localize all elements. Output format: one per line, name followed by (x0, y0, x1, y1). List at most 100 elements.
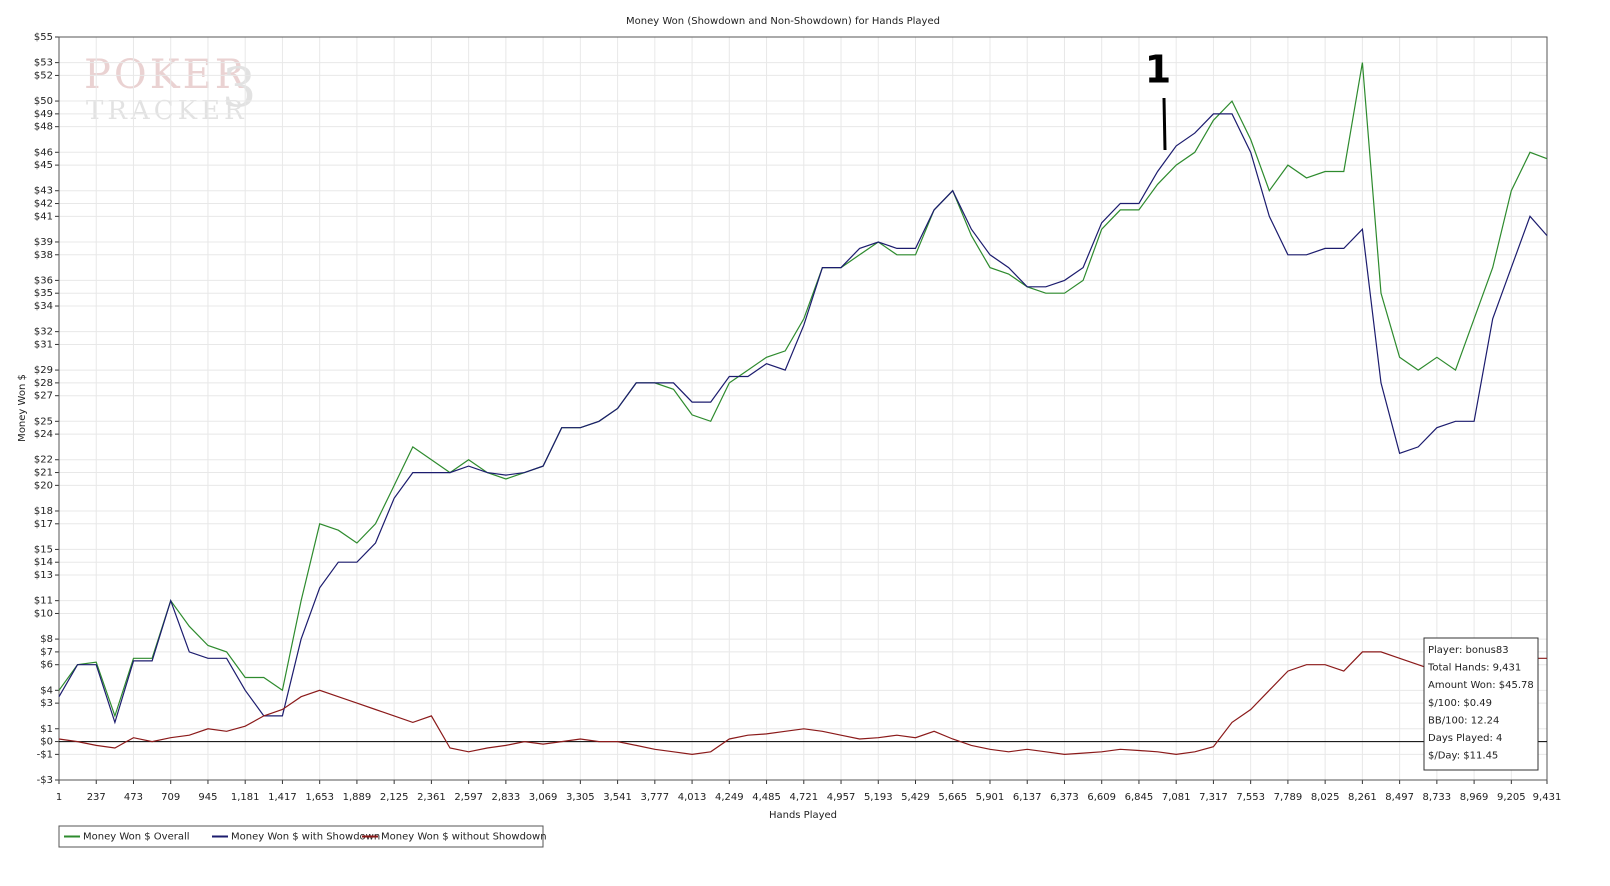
plot-frame (58, 36, 1548, 781)
y-tick-label: $42 (34, 199, 53, 210)
series-line (58, 62, 1548, 718)
x-axis-label: Hands Played (769, 810, 837, 821)
x-tick-label: 4,013 (678, 792, 707, 803)
x-tick-label: 9,205 (1497, 792, 1526, 803)
info-line: BB/100: 12.24 (1428, 715, 1499, 726)
x-tick-label: 4,721 (789, 792, 818, 803)
y-tick-label: $35 (34, 288, 53, 299)
x-tick-label: 5,665 (938, 792, 967, 803)
y-tick-label: $4 (40, 685, 53, 696)
y-tick-label: $53 (34, 58, 53, 69)
x-tick-label: 7,553 (1236, 792, 1265, 803)
y-tick-label: $50 (34, 96, 53, 107)
x-tick-label: 8,025 (1311, 792, 1340, 803)
y-tick-label: $43 (34, 186, 53, 197)
y-tick-label: $7 (40, 647, 53, 658)
info-line: $/100: $0.49 (1428, 698, 1492, 709)
chart-title: Money Won (Showdown and Non-Showdown) fo… (626, 16, 940, 27)
x-tick-label: 4,485 (752, 792, 781, 803)
y-tick-label: $38 (34, 250, 53, 261)
y-tick-label: -$1 (37, 749, 53, 760)
y-tick-label: $20 (34, 480, 53, 491)
x-tick-label: 4,957 (827, 792, 856, 803)
x-tick-label: 2,361 (417, 792, 446, 803)
x-tick-label: 6,137 (1013, 792, 1042, 803)
x-tick-label: 709 (161, 792, 180, 803)
x-tick-label: 237 (87, 792, 106, 803)
x-tick-label: 8,261 (1348, 792, 1377, 803)
x-tick-label: 2,833 (492, 792, 521, 803)
x-tick-label: 4,249 (715, 792, 744, 803)
x-tick-label: 6,609 (1087, 792, 1116, 803)
y-tick-label: $49 (34, 109, 53, 120)
x-tick-label: 7,081 (1162, 792, 1191, 803)
y-tick-label: $45 (34, 160, 53, 171)
x-tick-label: 3,777 (641, 792, 670, 803)
x-tick-label: 5,901 (976, 792, 1005, 803)
info-line: $/Day: $11.45 (1428, 751, 1498, 762)
x-tick-label: 6,845 (1125, 792, 1154, 803)
x-tick-label: 6,373 (1050, 792, 1079, 803)
y-tick-label: $22 (34, 455, 53, 466)
y-tick-label: $1 (40, 724, 53, 735)
legend-frame (58, 825, 544, 848)
x-tick-label: 8,733 (1423, 792, 1452, 803)
x-tick-label: 5,429 (901, 792, 930, 803)
x-tick-label: 9,431 (1533, 792, 1562, 803)
x-tick-label: 1,181 (231, 792, 260, 803)
y-tick-label: $3 (40, 698, 53, 709)
x-tick-label: 8,497 (1385, 792, 1414, 803)
info-box: Player: bonus83 Total Hands: 9,431 Amount … (1423, 637, 1539, 771)
y-tick-label: $18 (34, 506, 53, 517)
watermark-text: 3 (222, 56, 256, 119)
y-tick-label: $6 (40, 660, 53, 671)
y-tick-label: $39 (34, 237, 53, 248)
y-tick-label: $32 (34, 327, 53, 338)
series-line (58, 651, 1547, 756)
info-line: Player: bonus83 (1428, 645, 1509, 656)
series-line (58, 113, 1548, 725)
x-tick-label: 945 (198, 792, 217, 803)
x-tick-label: 1,653 (305, 792, 334, 803)
y-tick-label: $14 (34, 557, 53, 568)
x-tick-label: 3,305 (566, 792, 595, 803)
info-line: Days Played: 4 (1428, 733, 1502, 744)
x-tick-label: 3,069 (529, 792, 558, 803)
x-tick-label: 3,541 (603, 792, 632, 803)
y-tick-label: $27 (34, 391, 53, 402)
x-tick-label: 1 (56, 792, 62, 803)
y-tick-label: $52 (34, 70, 53, 81)
x-tick-label: 2,125 (380, 792, 409, 803)
x-tick-label: 473 (124, 792, 143, 803)
y-tick-label: $31 (34, 339, 53, 350)
y-tick-label: $17 (34, 519, 53, 530)
y-tick-label: $28 (34, 378, 53, 389)
legend: Money Won $ Overall Money Won $ with Show… (58, 825, 547, 848)
x-tick-label: 1,889 (343, 792, 372, 803)
y-tick-label: $15 (34, 544, 53, 555)
x-tick-label: 7,317 (1199, 792, 1228, 803)
y-tick-label: $41 (34, 211, 53, 222)
y-tick-label: $13 (34, 570, 53, 581)
info-line: Amount Won: $45.78 (1428, 680, 1534, 691)
x-tick-label: 5,193 (864, 792, 893, 803)
y-tick-label: $0 (40, 737, 53, 748)
y-axis-label: Money Won $ (17, 374, 28, 442)
y-tick-label: $55 (34, 32, 53, 43)
info-line: Total Hands: 9,431 (1427, 663, 1521, 674)
y-tick-label: $24 (34, 429, 53, 440)
legend-label: Money Won $ without Showdown (381, 832, 547, 843)
y-tick-label: $8 (40, 634, 53, 645)
y-tick-label: $10 (34, 608, 53, 619)
y-tick-label: $21 (34, 468, 53, 479)
legend-label: Money Won $ with Showdown (231, 832, 380, 843)
y-tick-label: $46 (34, 147, 53, 158)
y-tick-label: $48 (34, 122, 53, 133)
y-tick-label: $34 (34, 301, 53, 312)
info-box-frame (1423, 637, 1539, 771)
y-tick-label: $25 (34, 416, 53, 427)
y-tick-label: $11 (34, 596, 53, 607)
x-tick-label: 7,789 (1274, 792, 1303, 803)
y-tick-label: $29 (34, 365, 53, 376)
